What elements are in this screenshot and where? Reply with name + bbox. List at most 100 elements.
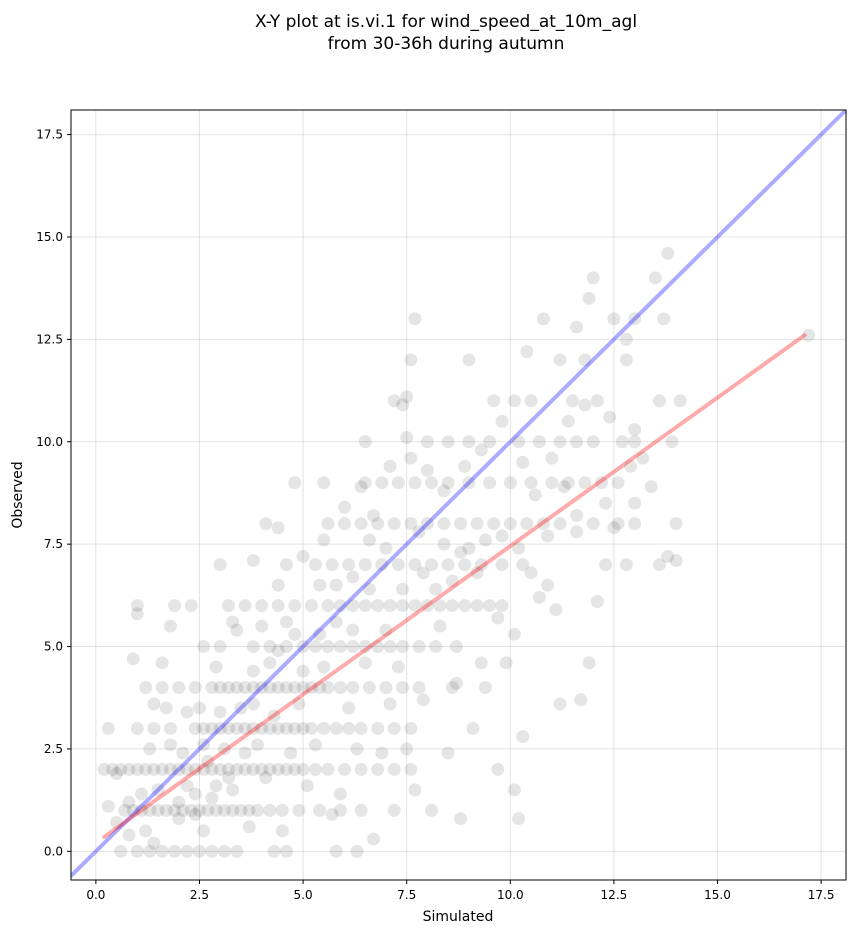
scatter-point (387, 721, 401, 735)
scatter-point (516, 558, 530, 572)
scatter-point (396, 582, 410, 596)
scatter-point (661, 246, 675, 260)
scatter-point (188, 681, 202, 694)
scatter-point (333, 681, 347, 694)
scatter-point (590, 394, 604, 408)
scatter-point (296, 681, 310, 694)
scatter-point (296, 640, 310, 654)
scatter-point (536, 312, 550, 326)
scatter-point (441, 435, 455, 449)
regression-line (102, 333, 807, 839)
scatter-point (578, 398, 592, 412)
scatter-point (230, 681, 244, 694)
scatter-point (296, 664, 310, 678)
scatter-point (611, 476, 625, 490)
scatter-point (342, 721, 356, 735)
scatter-point (147, 697, 161, 711)
scatter-point (404, 353, 418, 367)
scatter-point (470, 517, 484, 531)
scatter-point (636, 451, 650, 465)
scatter-point (238, 721, 252, 735)
scatter-point (280, 558, 294, 572)
scatter-point (288, 721, 302, 735)
scatter-point (408, 599, 422, 613)
scatter-point (288, 762, 302, 776)
scatter-point (284, 746, 298, 760)
scatter-point (213, 762, 227, 776)
scatter-point (163, 619, 177, 633)
scatter-point (151, 783, 165, 797)
scatter-point (346, 623, 360, 637)
scatter-point (582, 291, 596, 305)
scatter-point (615, 435, 629, 449)
scatter-point (487, 394, 501, 408)
scatter-point (507, 394, 521, 408)
scatter-point (391, 660, 405, 674)
scatter-point (263, 656, 277, 670)
scatter-point (296, 549, 310, 563)
scatter-point (234, 803, 248, 817)
scatter-point (213, 705, 227, 719)
scatter-point (180, 844, 194, 858)
scatter-point (404, 517, 418, 531)
scatter-point (97, 762, 111, 776)
scatter-point (520, 517, 534, 531)
scatter-point (333, 640, 347, 654)
scatter-point (263, 681, 277, 694)
scatter-point (168, 599, 182, 613)
scatter-point (321, 681, 335, 694)
scatter-point (280, 615, 294, 629)
scatter-point (491, 762, 505, 776)
scatter-point (611, 517, 625, 531)
scatter-point (462, 476, 476, 490)
scatter-point (176, 746, 190, 760)
scatter-point (280, 640, 294, 654)
scatter-point (338, 762, 352, 776)
scatter-point (358, 599, 372, 613)
scatter-point (288, 627, 302, 641)
chart-title-line-1: X-Y plot at is.vi.1 for wind_speed_at_10… (255, 12, 637, 32)
scatter-point (449, 640, 463, 654)
scatter-point (474, 558, 488, 572)
scatter-point (259, 771, 273, 785)
scatter-point (246, 697, 260, 711)
scatter-point (333, 599, 347, 613)
scatter-point (250, 803, 264, 817)
scatter-point (280, 681, 294, 694)
scatter-point (246, 762, 260, 776)
scatter-point (172, 762, 186, 776)
scatter-point (512, 541, 526, 555)
scatter-point (304, 721, 318, 735)
scatter-point (553, 353, 567, 367)
scatter-point (495, 529, 509, 543)
scatter-point (267, 709, 281, 723)
scatter-point (507, 783, 521, 797)
scatter-point (433, 619, 447, 633)
scatter-point (192, 844, 206, 858)
scatter-point (197, 721, 211, 735)
scatter-point (387, 762, 401, 776)
scatter-point (271, 721, 285, 735)
scatter-point (599, 496, 613, 510)
scatter-point (570, 525, 584, 539)
scatter-point (574, 693, 588, 707)
scatter-point (130, 599, 144, 613)
scatter-point (383, 640, 397, 654)
scatter-point (408, 558, 422, 572)
scatter-point (358, 640, 372, 654)
scatter-point (367, 832, 381, 846)
scatter-point (333, 803, 347, 817)
plot-frame (70, 109, 847, 881)
scatter-point (466, 721, 480, 735)
scatter-point (507, 627, 521, 641)
scatter-point (412, 525, 426, 539)
data-points (97, 246, 816, 858)
scatter-point (263, 721, 277, 735)
scatter-point (358, 656, 372, 670)
scatter-point (350, 742, 364, 756)
scatter-point (217, 803, 231, 817)
scatter-point (263, 762, 277, 776)
scatter-point (329, 721, 343, 735)
reference-lines (71, 110, 846, 878)
scatter-point (197, 640, 211, 654)
